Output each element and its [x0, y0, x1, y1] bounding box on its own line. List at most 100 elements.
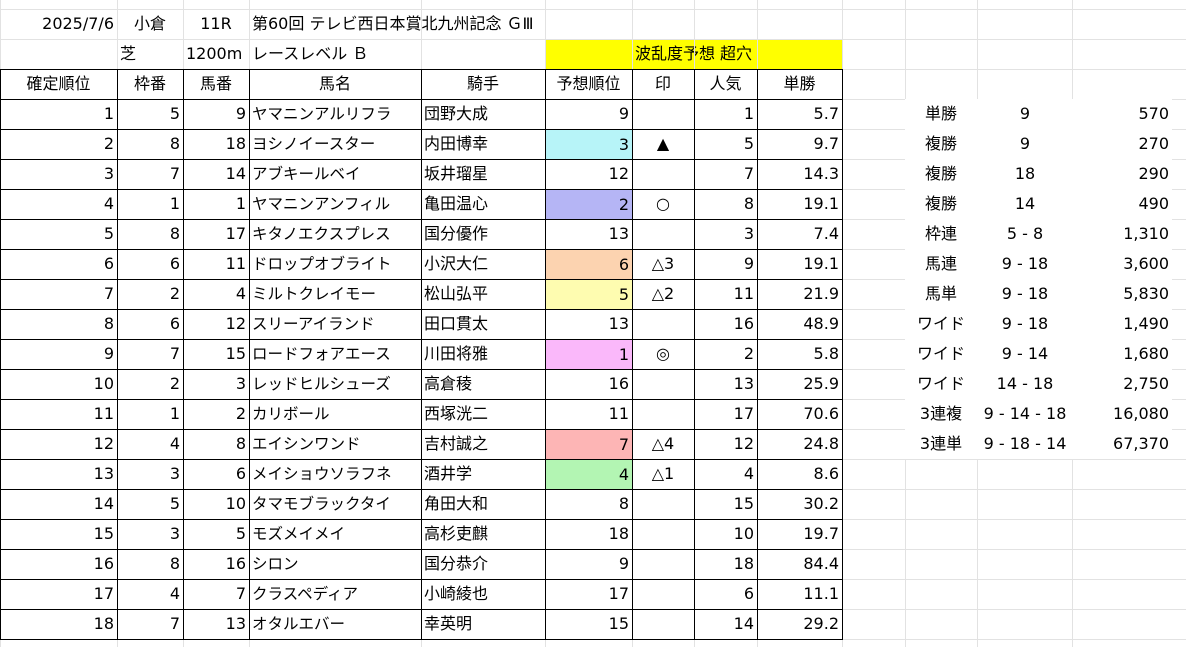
jockey-cell[interactable]: 内田博幸 — [424, 134, 489, 153]
race-distance[interactable]: 1200m — [186, 44, 243, 63]
rank-cell[interactable]: 8 — [103, 314, 114, 333]
horse-name-cell[interactable]: ヤマニンアルリフラ — [252, 105, 392, 123]
horse-name-cell[interactable]: アブキールベイ — [252, 165, 361, 183]
payout-amount[interactable]: 490 — [1082, 189, 1172, 219]
rank-cell[interactable]: 3 — [103, 164, 114, 183]
predicted-rank-cell[interactable]: 6 — [546, 250, 632, 279]
jockey-cell[interactable]: 亀田温心 — [424, 194, 489, 213]
waku-cell[interactable]: 4 — [169, 584, 180, 603]
column-header[interactable]: 確定順位 — [26, 74, 91, 93]
popularity-cell[interactable]: 2 — [743, 344, 754, 363]
jockey-cell[interactable]: 西塚洸二 — [424, 404, 489, 423]
mark-cell[interactable] — [632, 549, 694, 579]
payout-amount[interactable]: 290 — [1082, 159, 1172, 189]
mark-cell[interactable]: ○ — [656, 194, 670, 213]
odds-cell[interactable]: 25.9 — [803, 374, 839, 393]
upset-forecast-label[interactable]: 波乱度予想 超穴 — [545, 39, 842, 69]
waku-cell[interactable]: 1 — [169, 194, 180, 213]
popularity-cell[interactable]: 11 — [733, 284, 754, 303]
horse-name-cell[interactable]: ヤマニンアンフィル — [252, 195, 391, 213]
waku-cell[interactable]: 4 — [169, 434, 180, 453]
payout-combination[interactable]: 9 - 18 - 14 — [968, 429, 1082, 459]
payout-type[interactable]: 3連複 — [905, 399, 977, 429]
payout-type[interactable]: 複勝 — [905, 159, 977, 189]
popularity-cell[interactable]: 8 — [743, 194, 754, 213]
rank-cell[interactable]: 2 — [103, 134, 114, 153]
popularity-cell[interactable]: 1 — [743, 104, 754, 123]
payout-combination[interactable]: 18 — [968, 159, 1082, 189]
horse-name-cell[interactable]: キタノエクスプレス — [252, 225, 391, 243]
payout-type[interactable]: 単勝 — [905, 99, 977, 129]
horse-name-cell[interactable]: レッドヒルシューズ — [252, 375, 391, 393]
payout-amount[interactable]: 67,370 — [1082, 429, 1172, 459]
mark-cell[interactable] — [632, 609, 694, 639]
umaban-cell[interactable]: 10 — [225, 494, 246, 513]
rank-cell[interactable]: 10 — [93, 374, 114, 393]
waku-cell[interactable]: 2 — [169, 284, 180, 303]
column-header[interactable]: 印 — [654, 74, 671, 93]
waku-cell[interactable]: 6 — [169, 314, 180, 333]
odds-cell[interactable]: 7.4 — [813, 224, 839, 243]
race-name[interactable]: 第60回 テレビ西日本賞北九州記念 ＧⅢ — [252, 14, 534, 33]
horse-name-cell[interactable]: ミルトクレイモー — [252, 285, 377, 303]
column-header[interactable]: 予想順位 — [556, 74, 621, 93]
payout-amount[interactable]: 570 — [1082, 99, 1172, 129]
mark-cell[interactable] — [632, 519, 694, 549]
odds-cell[interactable]: 30.2 — [803, 494, 839, 513]
odds-cell[interactable]: 5.8 — [813, 344, 839, 363]
waku-cell[interactable]: 3 — [169, 464, 180, 483]
jockey-cell[interactable]: 国分優作 — [424, 224, 489, 243]
payout-combination[interactable]: 14 - 18 — [968, 369, 1082, 399]
payout-type[interactable]: 馬連 — [905, 249, 977, 279]
rank-cell[interactable]: 11 — [93, 404, 114, 423]
payout-amount[interactable]: 2,750 — [1082, 369, 1172, 399]
odds-cell[interactable]: 11.1 — [803, 584, 839, 603]
popularity-cell[interactable]: 12 — [733, 434, 754, 453]
jockey-cell[interactable]: 坂井瑠星 — [424, 164, 489, 183]
rank-cell[interactable]: 7 — [103, 284, 114, 303]
column-header[interactable]: 馬名 — [318, 74, 351, 93]
popularity-cell[interactable]: 3 — [743, 224, 754, 243]
payout-type[interactable]: ワイド — [905, 309, 977, 339]
jockey-cell[interactable]: 松山弘平 — [424, 284, 489, 303]
rank-cell[interactable]: 12 — [93, 434, 114, 453]
rank-cell[interactable]: 16 — [93, 554, 114, 573]
umaban-cell[interactable]: 15 — [225, 344, 246, 363]
waku-cell[interactable]: 8 — [169, 554, 180, 573]
rank-cell[interactable]: 6 — [103, 254, 114, 273]
umaban-cell[interactable]: 4 — [235, 284, 246, 303]
mark-cell[interactable] — [632, 99, 694, 129]
popularity-cell[interactable]: 13 — [733, 374, 754, 393]
payout-type[interactable]: ワイド — [905, 369, 977, 399]
predicted-rank-cell[interactable]: 17 — [608, 584, 629, 603]
mark-cell[interactable]: △4 — [651, 434, 675, 453]
waku-cell[interactable]: 5 — [169, 494, 180, 513]
horse-name-cell[interactable]: カリボール — [252, 405, 330, 423]
umaban-cell[interactable]: 6 — [235, 464, 246, 483]
predicted-rank-cell[interactable]: 8 — [618, 494, 629, 513]
odds-cell[interactable]: 14.3 — [803, 164, 839, 183]
predicted-rank-cell[interactable]: 9 — [618, 104, 629, 123]
odds-cell[interactable]: 19.1 — [803, 254, 839, 273]
jockey-cell[interactable]: 吉村誠之 — [424, 434, 489, 453]
payout-amount[interactable]: 16,080 — [1082, 399, 1172, 429]
rank-cell[interactable]: 13 — [93, 464, 114, 483]
jockey-cell[interactable]: 高倉稜 — [424, 374, 473, 393]
payout-type[interactable]: 複勝 — [905, 129, 977, 159]
waku-cell[interactable]: 7 — [169, 164, 180, 183]
race-surface[interactable]: 芝 — [120, 44, 137, 63]
payout-combination[interactable]: 9 — [968, 99, 1082, 129]
predicted-rank-cell[interactable]: 18 — [608, 524, 629, 543]
column-header[interactable]: 馬番 — [199, 74, 232, 93]
mark-cell[interactable]: △1 — [651, 464, 675, 483]
popularity-cell[interactable]: 16 — [733, 314, 754, 333]
column-header[interactable]: 単勝 — [783, 74, 816, 93]
race-date[interactable]: 2025/7/6 — [42, 14, 114, 33]
column-header[interactable]: 人気 — [709, 74, 742, 93]
horse-name-cell[interactable]: タマモブラックタイ — [252, 495, 391, 513]
mark-cell[interactable] — [632, 489, 694, 519]
payout-amount[interactable]: 3,600 — [1082, 249, 1172, 279]
jockey-cell[interactable]: 小沢大仁 — [424, 254, 489, 273]
payout-amount[interactable]: 1,310 — [1082, 219, 1172, 249]
payout-amount[interactable]: 1,490 — [1082, 309, 1172, 339]
